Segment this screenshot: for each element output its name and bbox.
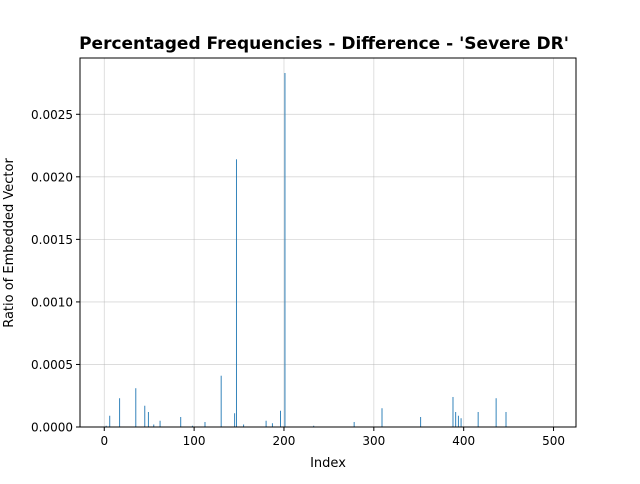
bar [353, 421, 355, 427]
bar [105, 425, 107, 427]
bar [452, 396, 454, 427]
bar [119, 398, 121, 427]
bar [495, 398, 497, 427]
bar [457, 415, 459, 427]
bar [191, 425, 193, 427]
x-axis-label: Index [310, 456, 346, 471]
x-tick-label: 400 [452, 434, 475, 448]
x-tick-label: 0 [100, 434, 108, 448]
bar [135, 388, 137, 427]
bar [147, 411, 149, 427]
bar [265, 420, 267, 427]
x-tick-label: 200 [273, 434, 296, 448]
grid-layer [80, 58, 576, 428]
y-tick-label: 0.0025 [31, 108, 73, 122]
y-tick-label: 0.0005 [31, 358, 73, 372]
x-tick-label: 500 [542, 434, 565, 448]
x-axis-ticks: 0 100 200 300 400 500 [100, 427, 565, 448]
y-axis-ticks: 0.0000 0.0005 0.0010 0.0015 0.0020 0.0025 [31, 108, 80, 435]
bar [180, 416, 182, 427]
bar [460, 418, 462, 427]
bar [234, 413, 236, 427]
y-axis-label: Ratio of Embedded Vector [2, 158, 17, 328]
bar [235, 159, 237, 427]
bar [243, 424, 245, 427]
bar [159, 420, 161, 427]
x-tick-label: 100 [183, 434, 206, 448]
y-tick-label: 0.0000 [31, 421, 73, 435]
bar [313, 425, 315, 427]
bar [153, 424, 155, 427]
y-tick-label: 0.0020 [31, 170, 73, 184]
bar [477, 411, 479, 427]
bar [381, 408, 383, 427]
plot-frame [79, 57, 577, 428]
bar [455, 411, 457, 427]
y-tick-label: 0.0015 [31, 233, 73, 247]
y-tick-label: 0.0010 [31, 295, 73, 309]
bar [204, 421, 206, 427]
x-tick-label: 300 [362, 434, 385, 448]
chart-title: Percentaged Frequencies - Difference - '… [79, 34, 569, 54]
bar [284, 73, 286, 428]
bar [144, 405, 146, 427]
bar [220, 375, 222, 427]
bar [420, 416, 422, 427]
bar [109, 415, 111, 427]
bar [271, 423, 273, 427]
bar [505, 411, 507, 427]
bar [280, 410, 281, 427]
bars-layer [105, 73, 507, 428]
